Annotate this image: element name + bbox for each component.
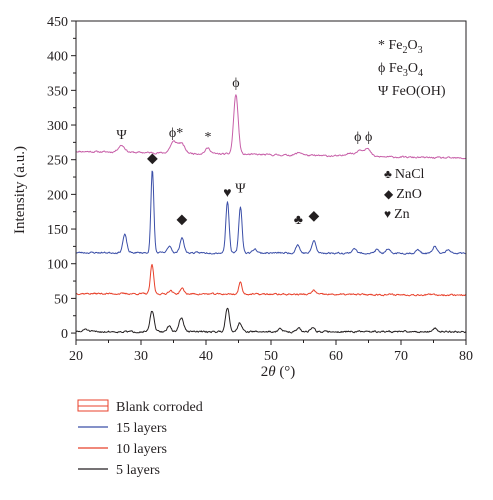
legend-label: Blank corroded — [116, 400, 203, 415]
y-tick-label: 450 — [47, 15, 68, 30]
peak-marker: * — [204, 130, 211, 145]
phase-legend-entry: ♥ Zn — [384, 207, 410, 222]
peak-marker: ♥ — [223, 186, 231, 201]
x-tick-label: 70 — [394, 349, 408, 364]
phase-legend-entry: * Fe2O3 — [378, 38, 423, 56]
x-tick-label: 40 — [199, 349, 213, 364]
series-line-2 — [75, 170, 467, 255]
phase-legend-entry: ◆ ZnO — [384, 187, 422, 202]
peak-marker: ◆ — [309, 209, 320, 224]
legend-label: 5 layers — [116, 463, 160, 478]
peak-marker: ♣ — [294, 213, 303, 228]
peak-marker: ϕ — [232, 76, 239, 91]
x-tick-label: 50 — [264, 349, 278, 364]
x-axis-title-prefix: 2 — [261, 364, 269, 380]
peak-marker: Ψ — [116, 128, 127, 143]
peak-marker: ϕ* — [169, 126, 183, 141]
y-tick-label: 50 — [54, 292, 68, 307]
x-tick-label: 80 — [459, 349, 473, 364]
axes-layer: 20 30 40 50 60 70 80 0 50 100 150 200 250 300 350 400 45… — [47, 15, 473, 364]
series-layer — [75, 94, 467, 334]
y-tick-label: 300 — [47, 119, 68, 134]
x-axis-title-theta: θ — [268, 364, 276, 380]
y-tick-label: 350 — [47, 84, 68, 99]
peak-marker: ϕ ϕ — [354, 130, 372, 145]
phase-legend-entry: Ψ FeO(OH) — [378, 84, 446, 99]
phase-legend-entry: ϕ Fe3O4 — [378, 61, 423, 79]
peak-marker: Ψ — [235, 181, 246, 196]
series-line-4 — [75, 307, 467, 334]
x-tick-label: 20 — [69, 349, 83, 364]
y-tick-label: 150 — [47, 223, 68, 238]
x-axis-title: 2θ (°) — [261, 364, 296, 380]
x-axis-title-unit: (°) — [276, 364, 296, 380]
series-line-1 — [75, 94, 467, 160]
legend-label: 10 layers — [116, 442, 167, 457]
y-axis-title: Intensity (a.u.) — [12, 146, 28, 234]
series-line-3 — [75, 263, 466, 297]
y-tick-label: 100 — [47, 258, 68, 273]
phase-legend-entry: ♣ NaCl — [384, 167, 425, 182]
y-tick-label: 250 — [47, 154, 68, 169]
legend-label: 15 layers — [116, 421, 167, 436]
y-tick-label: 400 — [47, 50, 68, 65]
x-tick-label: 30 — [134, 349, 148, 364]
peak-marker: ◆ — [177, 212, 188, 227]
phase-legend-mid: ♣ NaCl ◆ ZnO ♥ Zn — [384, 167, 425, 222]
phase-legend-top: * Fe2O3 ϕ Fe3O4 Ψ FeO(OH) — [378, 38, 446, 99]
peak-marker: ◆ — [147, 151, 158, 166]
series-legend: Blank corroded 15 layers 10 layers 5 layers — [77, 399, 203, 478]
x-tick-label: 60 — [329, 349, 343, 364]
y-tick-label: 0 — [61, 327, 68, 342]
y-tick-label: 200 — [47, 188, 68, 203]
